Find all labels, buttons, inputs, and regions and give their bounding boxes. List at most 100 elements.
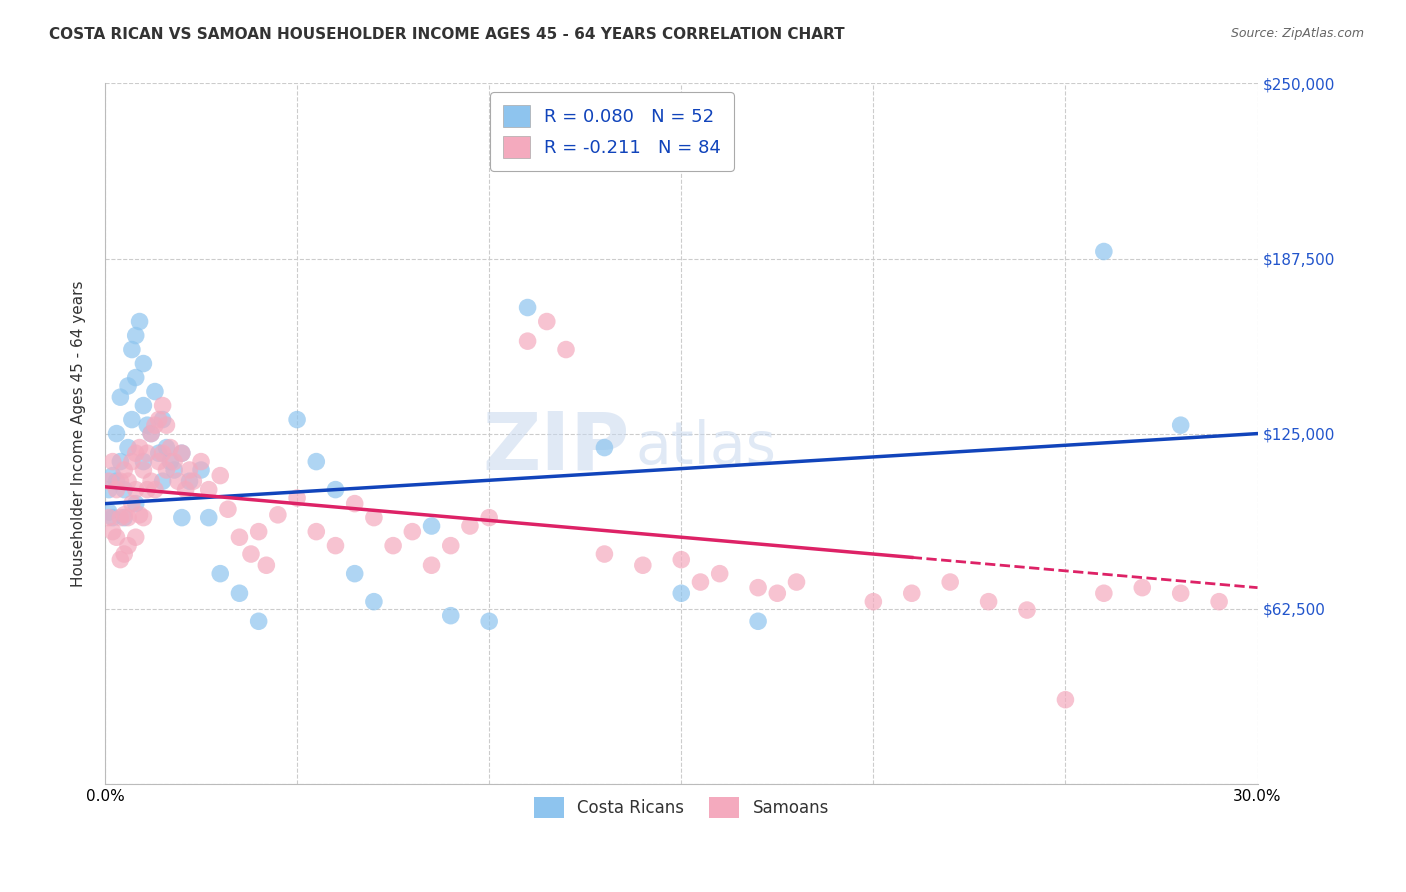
Point	[152, 446, 174, 460]
Point	[179, 463, 201, 477]
Point	[197, 483, 219, 497]
Point	[190, 463, 212, 477]
Point	[862, 595, 884, 609]
Point	[247, 614, 270, 628]
Point	[247, 524, 270, 539]
Point	[1170, 586, 1192, 600]
Point	[110, 552, 132, 566]
Y-axis label: Householder Income Ages 45 - 64 years: Householder Income Ages 45 - 64 years	[72, 280, 86, 587]
Point	[167, 474, 190, 488]
Text: atlas: atlas	[636, 419, 776, 476]
Point	[170, 446, 193, 460]
Point	[148, 454, 170, 468]
Point	[900, 586, 922, 600]
Point	[128, 314, 150, 328]
Point	[125, 497, 148, 511]
Point	[125, 328, 148, 343]
Point	[117, 441, 139, 455]
Point	[101, 454, 124, 468]
Point	[163, 454, 186, 468]
Point	[170, 446, 193, 460]
Point	[152, 399, 174, 413]
Point	[112, 483, 135, 497]
Point	[121, 497, 143, 511]
Point	[516, 334, 538, 348]
Point	[174, 483, 197, 497]
Point	[593, 547, 616, 561]
Point	[121, 454, 143, 468]
Point	[1015, 603, 1038, 617]
Point	[143, 384, 166, 399]
Point	[363, 510, 385, 524]
Point	[190, 454, 212, 468]
Point	[170, 510, 193, 524]
Point	[132, 454, 155, 468]
Point	[363, 595, 385, 609]
Point	[555, 343, 578, 357]
Point	[132, 510, 155, 524]
Point	[128, 441, 150, 455]
Point	[136, 483, 159, 497]
Point	[343, 497, 366, 511]
Point	[325, 539, 347, 553]
Point	[101, 524, 124, 539]
Point	[209, 566, 232, 581]
Point	[267, 508, 290, 522]
Point	[382, 539, 405, 553]
Point	[1054, 692, 1077, 706]
Point	[305, 454, 328, 468]
Point	[128, 508, 150, 522]
Point	[1208, 595, 1230, 609]
Text: COSTA RICAN VS SAMOAN HOUSEHOLDER INCOME AGES 45 - 64 YEARS CORRELATION CHART: COSTA RICAN VS SAMOAN HOUSEHOLDER INCOME…	[49, 27, 845, 42]
Point	[139, 474, 162, 488]
Point	[440, 539, 463, 553]
Point	[152, 412, 174, 426]
Point	[1170, 418, 1192, 433]
Point	[786, 575, 808, 590]
Point	[97, 474, 120, 488]
Point	[155, 463, 177, 477]
Point	[458, 519, 481, 533]
Point	[105, 426, 128, 441]
Point	[747, 581, 769, 595]
Text: ZIP: ZIP	[482, 409, 630, 487]
Point	[209, 468, 232, 483]
Point	[478, 614, 501, 628]
Point	[1092, 586, 1115, 600]
Point	[1130, 581, 1153, 595]
Point	[709, 566, 731, 581]
Point	[110, 454, 132, 468]
Point	[977, 595, 1000, 609]
Point	[671, 552, 693, 566]
Point	[132, 463, 155, 477]
Point	[766, 586, 789, 600]
Point	[343, 566, 366, 581]
Point	[305, 524, 328, 539]
Point	[155, 441, 177, 455]
Point	[155, 418, 177, 433]
Point	[254, 558, 277, 573]
Point	[478, 510, 501, 524]
Point	[228, 586, 250, 600]
Point	[97, 505, 120, 519]
Point	[112, 547, 135, 561]
Point	[228, 530, 250, 544]
Point	[125, 483, 148, 497]
Point	[440, 608, 463, 623]
Legend: Costa Ricans, Samoans: Costa Ricans, Samoans	[527, 790, 835, 824]
Point	[139, 426, 162, 441]
Point	[420, 519, 443, 533]
Point	[197, 510, 219, 524]
Point	[1092, 244, 1115, 259]
Point	[97, 483, 120, 497]
Point	[132, 399, 155, 413]
Point	[148, 446, 170, 460]
Point	[110, 474, 132, 488]
Point	[112, 510, 135, 524]
Point	[97, 510, 120, 524]
Point	[631, 558, 654, 573]
Point	[105, 483, 128, 497]
Point	[110, 390, 132, 404]
Point	[183, 474, 205, 488]
Point	[105, 474, 128, 488]
